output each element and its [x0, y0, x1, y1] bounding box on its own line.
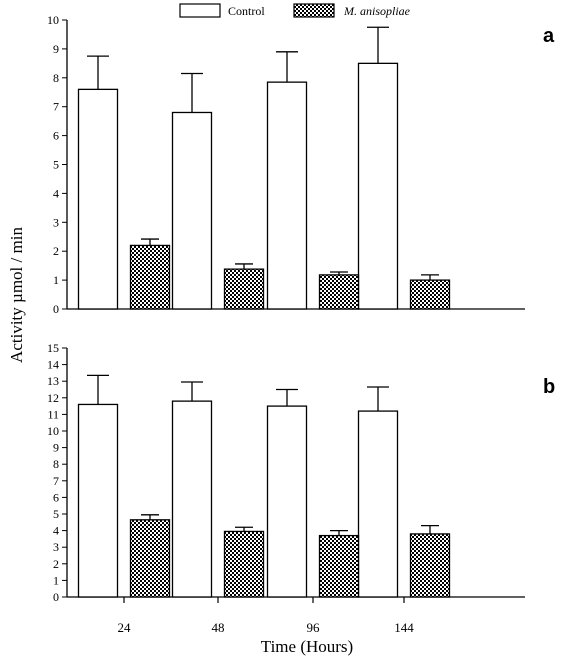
x-tick-label: 24 — [118, 620, 132, 635]
bar-control-96 — [266, 81, 308, 310]
legend-label-m-anisopliae: M. anisopliae — [343, 4, 411, 18]
panel-a-y-tick-label: 2 — [53, 244, 59, 258]
panel-a-y-tick-label: 8 — [53, 71, 59, 85]
legend-swatch-m-anisopliae — [293, 3, 335, 18]
panel-b-y-tick-label: 15 — [47, 341, 59, 355]
bar-m-anisopliae-24 — [129, 244, 171, 310]
bar-control-24 — [77, 88, 119, 310]
x-tick-label: 48 — [212, 620, 225, 635]
panel-b-y-tick-label: 7 — [53, 474, 59, 488]
panel-b-y-tick-label: 14 — [47, 358, 59, 372]
x-tick-label: 144 — [394, 620, 414, 635]
panel-a: a 0 1 2 3 4 5 6 7 8 9 10 — [47, 13, 555, 316]
panel-a-y-tick-label: 3 — [53, 215, 59, 229]
panel-a-y-tick-label: 10 — [47, 13, 59, 27]
panel-b-y-tick-label: 11 — [47, 407, 59, 421]
panel-b-y-tick-label: 12 — [47, 391, 59, 405]
panel-a-y-tick-label: 0 — [53, 302, 59, 316]
panel-a-bars — [77, 26, 451, 310]
x-axis-label: Time (Hours) — [261, 637, 353, 656]
panel-a-y-tick-label: 5 — [53, 158, 59, 172]
panel-b-y-tick-label: 9 — [53, 441, 59, 455]
bar-control-144 — [357, 62, 399, 310]
panel-b-bars — [77, 374, 451, 598]
bar-control-144 — [357, 410, 399, 598]
panel-b-y-tick-label: 2 — [53, 557, 59, 571]
bar-m-anisopliae-96 — [318, 274, 360, 310]
panel-b-y-tick-label: 4 — [53, 524, 59, 538]
panel-a-y-tick-label: 4 — [53, 186, 59, 200]
panel-b-y-tick-label: 10 — [47, 424, 59, 438]
bar-m-anisopliae-144 — [409, 279, 451, 310]
panel-b-y-tick-label: 0 — [53, 590, 59, 604]
bar-m-anisopliae-48 — [223, 268, 265, 310]
panel-b-y-tick-label: 3 — [53, 540, 59, 554]
legend-swatch-control — [179, 3, 221, 18]
legend: Control M. anisopliae — [179, 3, 411, 18]
panel-a-y-tick-label: 9 — [53, 42, 59, 56]
bar-control-96 — [266, 405, 308, 598]
panel-a-y-tick-label: 7 — [53, 100, 59, 114]
panel-a-label: a — [543, 25, 555, 47]
panel-b-y-tick-label: 5 — [53, 507, 59, 521]
bar-m-anisopliae-144 — [409, 533, 451, 598]
bar-control-48 — [171, 400, 213, 598]
y-axis-label: Activity µmol / min — [7, 227, 26, 363]
bar-m-anisopliae-96 — [318, 534, 360, 598]
bar-m-anisopliae-48 — [223, 530, 265, 598]
bar-control-24 — [77, 403, 119, 598]
panel-b-y-tick-label: 8 — [53, 457, 59, 471]
x-axis-ticks: 24 48 96 144 — [118, 597, 414, 635]
panel-b-y-tick-label: 13 — [47, 374, 59, 388]
bar-m-anisopliae-24 — [129, 519, 171, 598]
panel-a-y-tick-label: 6 — [53, 129, 59, 143]
x-tick-label: 96 — [307, 620, 321, 635]
panel-b-y-tick-label: 1 — [53, 573, 59, 587]
legend-label-control: Control — [228, 4, 265, 18]
panel-b-label: b — [543, 376, 555, 398]
panel-a-y-tick-label: 1 — [53, 273, 59, 287]
panel-b-y-tick-label: 6 — [53, 490, 59, 504]
bar-control-48 — [171, 111, 213, 310]
